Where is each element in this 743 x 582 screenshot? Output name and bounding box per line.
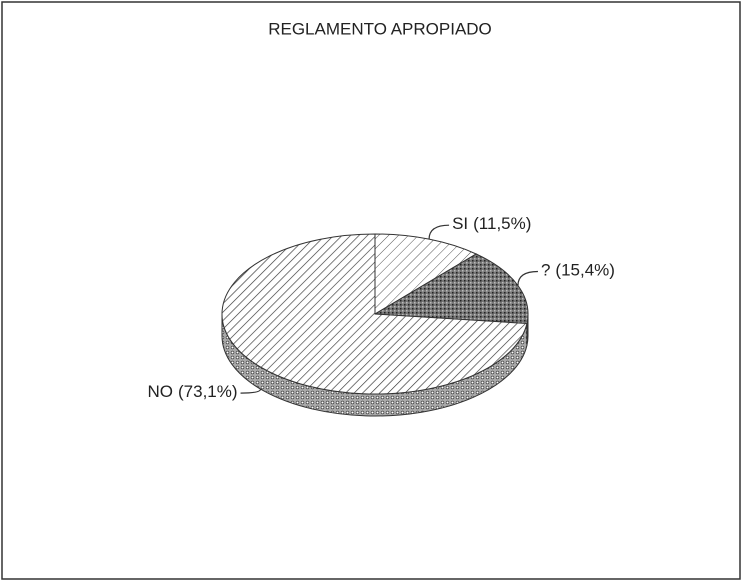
leader-line bbox=[240, 388, 262, 394]
pie-slice bbox=[221, 233, 528, 395]
slice-label-value: (15,4%) bbox=[555, 261, 615, 280]
slice-label: SI (11,5%) bbox=[452, 215, 531, 234]
slice-label-value: (73,1%) bbox=[178, 383, 238, 402]
pie-slice bbox=[373, 253, 529, 325]
slice-label-name: NO bbox=[148, 383, 174, 402]
pie-slice bbox=[374, 233, 478, 315]
slice-label-name: ? bbox=[541, 261, 550, 280]
slice-label: ? (15,4%) bbox=[541, 261, 615, 280]
leader-line bbox=[517, 270, 538, 286]
slice-label: NO (73,1%) bbox=[148, 383, 238, 402]
chart-title: REGLAMENTO APROPIADO bbox=[268, 19, 492, 38]
slice-label-value: (11,5%) bbox=[473, 215, 531, 234]
slice-label-name: SI bbox=[452, 215, 468, 234]
leader-line bbox=[428, 224, 450, 240]
